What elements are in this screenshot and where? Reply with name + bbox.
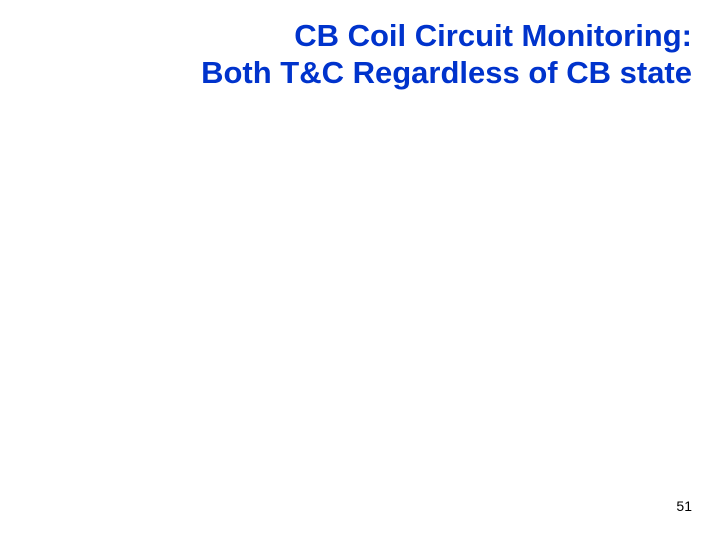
slide: CB Coil Circuit Monitoring: Both T&C Reg… bbox=[0, 0, 720, 540]
title-line-1: CB Coil Circuit Monitoring: bbox=[294, 18, 692, 53]
page-number: 51 bbox=[676, 498, 692, 514]
title-line-2: Both T&C Regardless of CB state bbox=[201, 55, 692, 90]
slide-title: CB Coil Circuit Monitoring: Both T&C Reg… bbox=[28, 18, 692, 91]
